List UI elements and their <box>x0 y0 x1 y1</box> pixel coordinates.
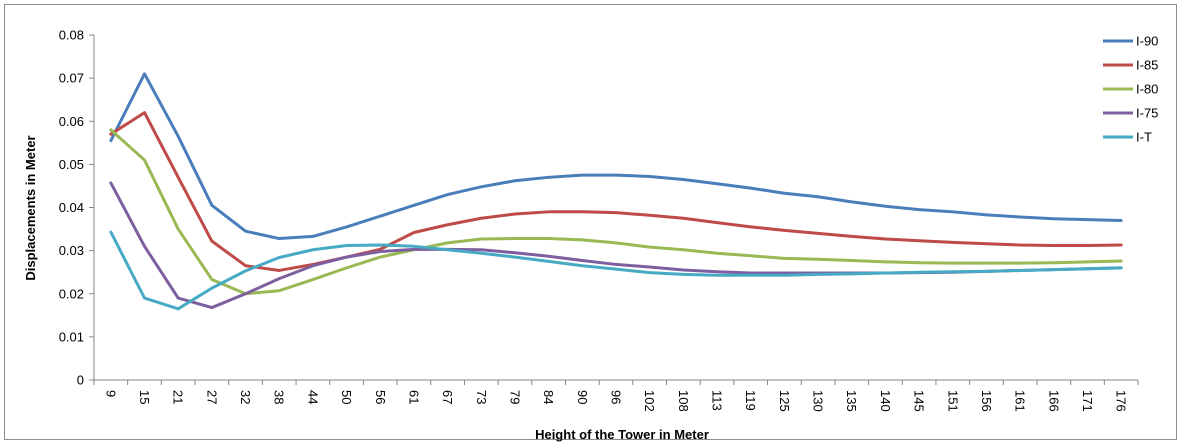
x-tick-label: 90 <box>575 390 590 404</box>
x-tick-label: 130 <box>811 390 826 412</box>
axes: 0 0.01 0.02 0.03 0.04 0.05 0.06 0.07 0.08 9 15 21 27… <box>59 28 1139 412</box>
series-line-i-75 <box>109 181 1123 310</box>
legend-label-i-90: I-90 <box>1136 34 1158 49</box>
x-tick-label: 15 <box>137 390 152 404</box>
y-tick-label: 0.05 <box>59 157 84 172</box>
x-tick-label: 166 <box>1046 390 1061 412</box>
x-tick-label: 21 <box>171 390 186 404</box>
x-tick-label: 113 <box>710 390 725 411</box>
x-tick-label: 79 <box>507 390 522 404</box>
x-tick-label: 56 <box>373 390 388 404</box>
x-tick-label: 73 <box>474 390 489 404</box>
x-tick-label: 135 <box>844 390 859 412</box>
legend-label-i-t: I-T <box>1136 130 1152 145</box>
x-tick-label: 151 <box>945 390 960 412</box>
x-tick-label: 102 <box>642 390 657 412</box>
x-tick-label: 140 <box>878 390 893 412</box>
y-tick-label: 0 <box>77 373 84 388</box>
x-tick-label: 32 <box>238 390 253 404</box>
y-tick-label: 0.02 <box>59 286 84 301</box>
x-tick-label: 108 <box>676 390 691 412</box>
x-tick-label: 50 <box>339 390 354 404</box>
x-tick-label: 38 <box>272 390 287 404</box>
x-tick-label: 125 <box>777 390 792 412</box>
chart-frame <box>4 4 1177 440</box>
series-line-i-85 <box>109 111 1123 272</box>
y-axis-title: Displacements in Meter <box>23 135 38 280</box>
x-tick-label: 27 <box>204 390 219 404</box>
y-tick-label: 0.08 <box>59 28 84 43</box>
legend-label-i-85: I-85 <box>1136 58 1158 73</box>
x-tick-label: 145 <box>912 390 927 412</box>
y-tick-label: 0.07 <box>59 71 84 86</box>
x-tick-label: 9 <box>103 390 118 397</box>
x-tick-label: 119 <box>743 390 758 411</box>
series-line-i-90 <box>109 72 1123 241</box>
y-tick-label: 0.03 <box>59 243 84 258</box>
legend: I-90 I-85 I-80 I-75 I-T <box>1103 34 1158 145</box>
x-tick-label: 161 <box>1013 390 1028 412</box>
x-tick-label: 96 <box>609 390 624 404</box>
series-layer <box>109 72 1123 311</box>
x-tick-label: 176 <box>1114 390 1129 412</box>
x-tick-label: 171 <box>1080 390 1095 412</box>
series-line-i-t <box>109 230 1123 311</box>
x-tick-label: 61 <box>406 390 421 404</box>
series-line-i-80 <box>109 128 1123 296</box>
x-tick-label: 44 <box>305 390 320 404</box>
x-tick-label: 84 <box>541 390 556 404</box>
y-tick-label: 0.04 <box>59 200 84 215</box>
x-tick-label: 67 <box>440 390 455 404</box>
x-tick-label: 156 <box>979 390 994 412</box>
x-axis-title: Height of the Tower in Meter <box>535 427 709 442</box>
legend-label-i-80: I-80 <box>1136 82 1158 97</box>
y-tick-label: 0.06 <box>59 114 84 129</box>
y-tick-label: 0.01 <box>59 329 84 344</box>
legend-label-i-75: I-75 <box>1136 106 1158 121</box>
